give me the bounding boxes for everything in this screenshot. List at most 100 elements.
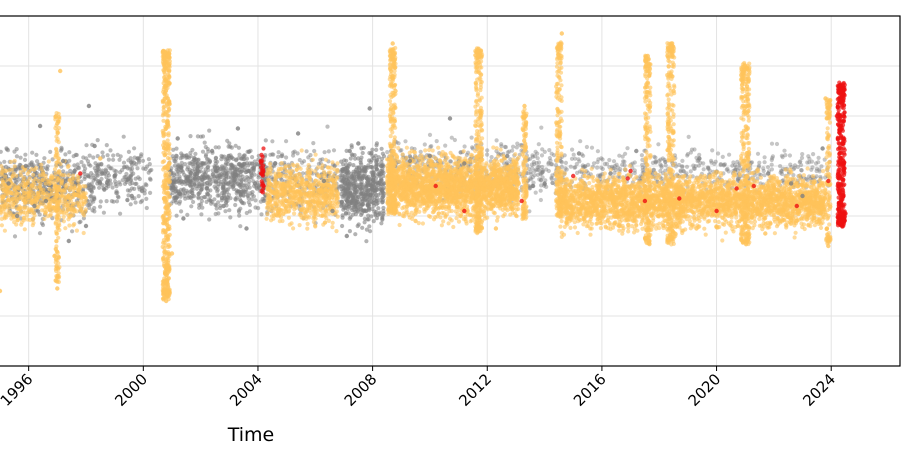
data-point [265,171,270,176]
data-point [347,229,352,234]
data-point [277,172,282,177]
data-point [331,189,336,195]
data-point [110,185,115,190]
data-point [328,199,333,204]
data-point [199,212,204,217]
data-point [305,166,310,171]
data-point [265,211,270,217]
data-point [61,219,66,224]
data-point [345,199,350,204]
data-point [680,158,685,163]
data-point [681,169,687,174]
data-point [217,173,222,178]
data-point [335,201,340,206]
data-point [191,194,197,199]
data-point [197,202,202,207]
data-point [108,166,113,171]
data-point [276,150,281,155]
data-point [81,190,86,195]
data-point [112,168,117,173]
data-point [183,178,188,183]
data-point [370,206,375,212]
data-point [451,224,456,230]
data-point [241,193,246,198]
data-point [199,199,204,204]
data-point [21,218,26,223]
data-point [343,210,349,216]
data-point [485,148,490,153]
data-point [16,177,21,182]
data-point [311,141,316,146]
data-point [689,147,695,152]
data-point [379,221,384,226]
data-point [362,220,367,225]
data-point [29,208,34,213]
data-point [0,149,3,154]
data-point [570,147,575,152]
data-point [137,160,142,165]
data-point [625,146,630,151]
data-point [489,155,494,160]
data-point [171,185,176,191]
data-point [61,169,66,174]
data-point [205,146,210,152]
data-point [133,176,138,181]
data-point [351,176,356,181]
data-point [576,157,581,162]
data-point [242,153,247,158]
data-point [97,185,102,190]
data-point [485,152,490,157]
data-point [335,161,340,166]
data-point [218,182,223,187]
data-point [359,162,364,167]
data-point [368,229,373,234]
data-point [195,157,200,163]
data-point [261,198,266,203]
data-point [75,162,80,167]
data-point [339,199,344,204]
data-point [264,216,269,221]
data-point [230,175,235,181]
data-point [305,226,310,231]
data-point [313,169,318,174]
data-point [620,162,625,167]
data-point [370,147,375,152]
data-point [253,198,258,203]
data-point [380,217,385,222]
data-point [494,138,499,143]
data-point [35,208,40,213]
data-point [326,218,331,223]
data-point [197,176,202,181]
data-point [25,217,30,222]
data-point [550,173,555,178]
data-point [247,209,252,214]
data-point [24,186,29,191]
data-point [537,164,542,169]
data-point [214,206,219,211]
data-point [380,213,385,218]
data-point [103,167,108,172]
data-point [322,150,327,155]
data-point [347,216,352,221]
data-point [374,147,379,152]
data-point [22,227,27,232]
data-point [42,216,47,221]
data-point [124,171,129,177]
data-point [81,163,86,168]
data-point [207,159,213,164]
data-point [539,125,544,130]
data-point [397,222,402,228]
data-point [658,162,663,167]
data-point [361,166,367,171]
data-point [381,170,386,175]
data-point [65,164,71,170]
data-point [183,196,188,201]
data-point [295,198,300,203]
data-point [270,152,275,157]
data-point [236,156,241,161]
data-point [100,150,105,155]
data-point [138,154,143,159]
data-point [366,213,371,218]
data-point [279,161,284,166]
data-point [304,149,309,154]
